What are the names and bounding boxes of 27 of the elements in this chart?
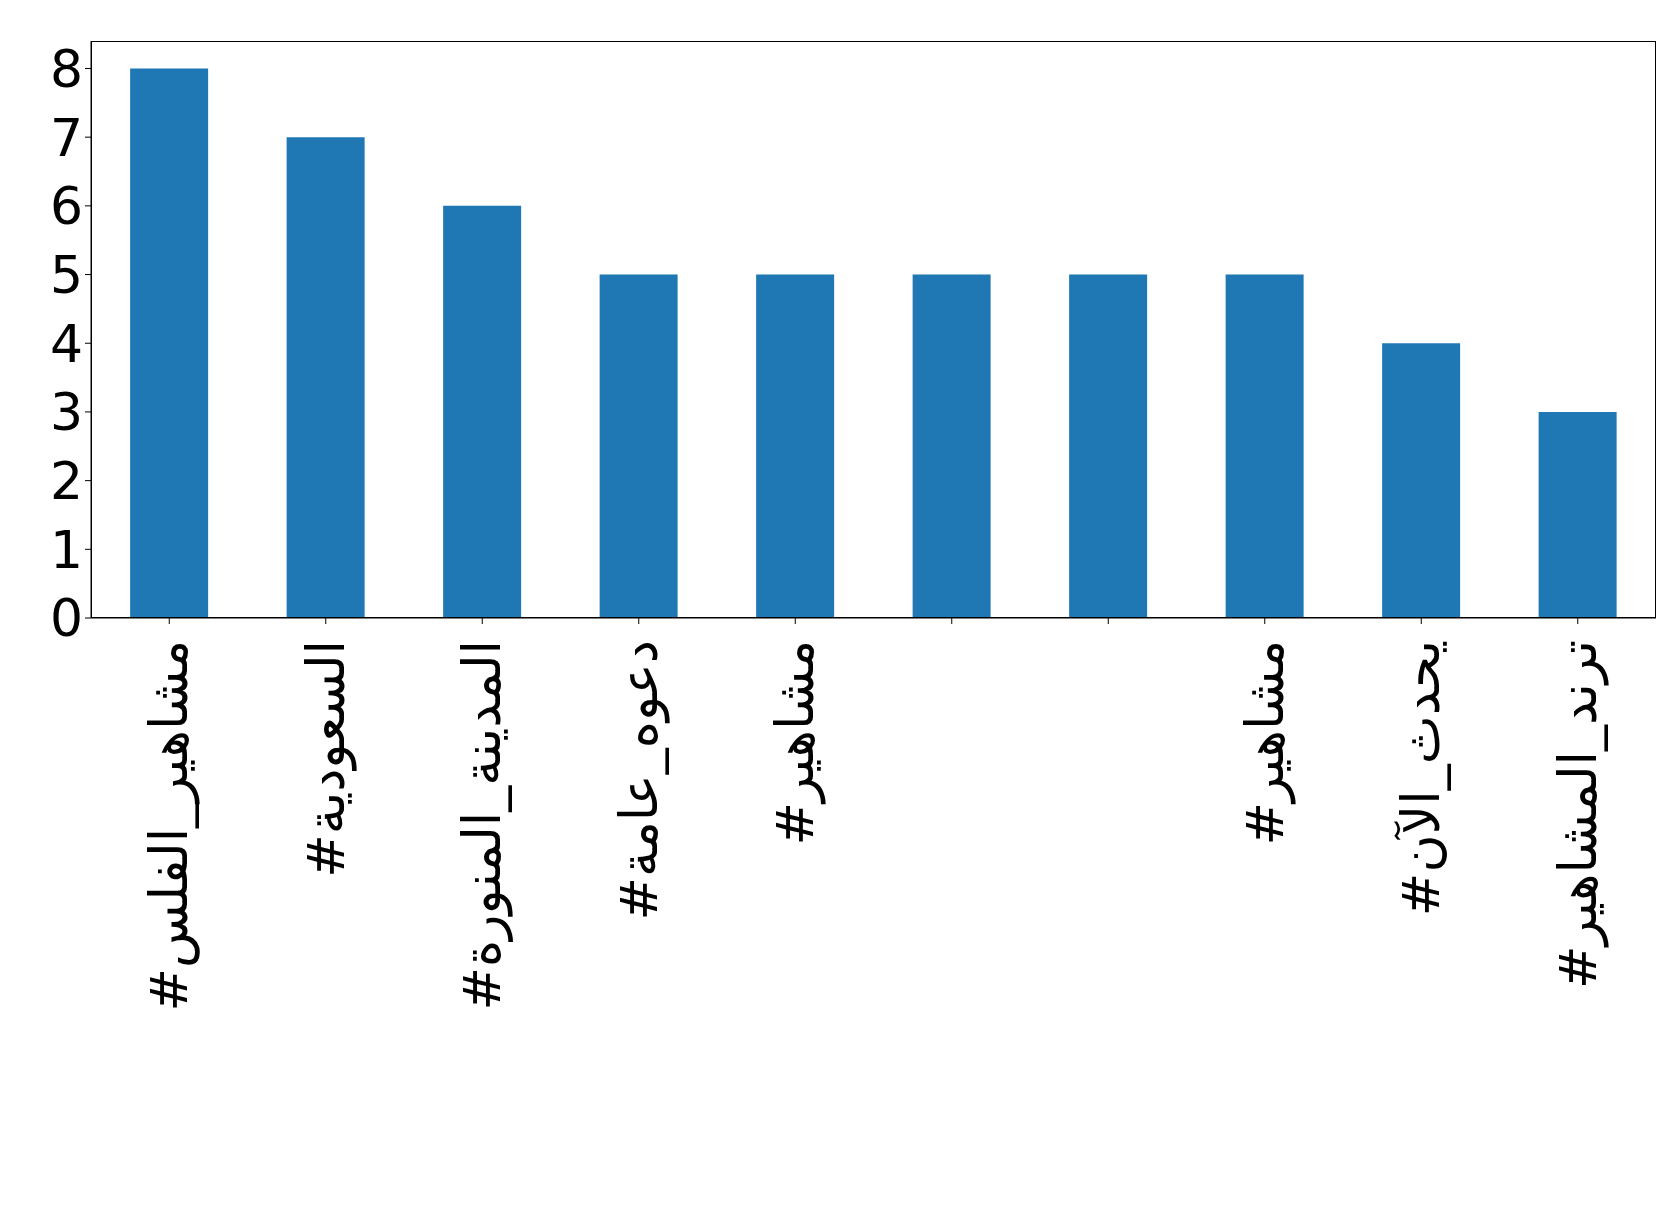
y-tick-label: 8 xyxy=(49,38,83,99)
x-tick-label: #مشاهير xyxy=(1234,640,1296,846)
y-tick-label: 1 xyxy=(49,519,83,580)
x-tick-label: #السعودية xyxy=(295,640,357,878)
bar xyxy=(912,274,991,618)
y-tick-label: 7 xyxy=(49,107,83,168)
y-tick-label: 3 xyxy=(49,382,83,443)
x-tick-label: #دعوه_عامة xyxy=(608,640,670,921)
bar xyxy=(130,68,209,618)
x-tick-label: #مشاهير_الفلس xyxy=(139,640,201,1012)
bar xyxy=(1538,411,1617,618)
y-tick-label: 2 xyxy=(49,451,83,512)
x-tick-label: #مشاهير xyxy=(765,640,827,846)
bar xyxy=(286,137,365,618)
bar xyxy=(1225,274,1304,618)
y-tick-label: 4 xyxy=(49,313,83,374)
y-tick-label: 5 xyxy=(49,245,83,306)
bar xyxy=(756,274,835,618)
y-tick-label: 6 xyxy=(49,176,83,237)
x-tick-label: #ترند_المشاهير xyxy=(1547,640,1609,989)
y-tick-label: 0 xyxy=(49,588,83,649)
bar xyxy=(1382,343,1461,618)
bar xyxy=(1069,274,1148,618)
bar xyxy=(443,205,522,618)
x-tick-label: #يحدث_الآن xyxy=(1391,640,1452,917)
x-tick-label: #المدينة_المنورة xyxy=(452,640,514,1011)
bar xyxy=(599,274,678,618)
